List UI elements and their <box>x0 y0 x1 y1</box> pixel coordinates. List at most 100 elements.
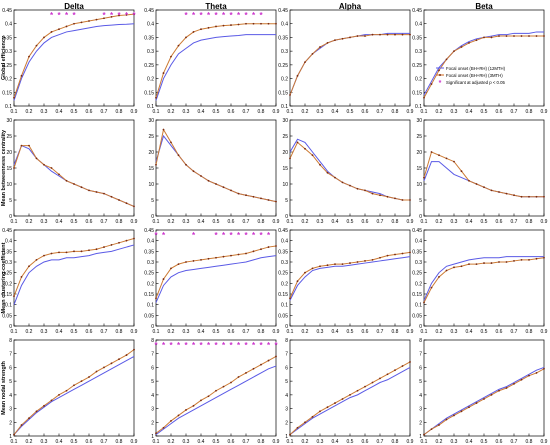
significance-marker: * <box>117 11 121 20</box>
significance-marker: * <box>229 11 233 20</box>
x-tick-label: 0.6 <box>362 329 369 335</box>
significance-marker: * <box>110 11 114 20</box>
x-tick-label: 0.2 <box>168 109 175 115</box>
x-tick-label: 0.5 <box>481 219 488 225</box>
significance-marker: * <box>267 231 271 240</box>
panel-3-3: 123456780.10.20.30.40.50.60.70.80.9Propo… <box>419 338 547 445</box>
series-point-3mth <box>468 406 470 409</box>
panel-0-3: 0.1 0.15 0.2 0.25 0.3 0.35 0.4 0.45 0.1 0.2 0.3 0.4… <box>412 2 547 115</box>
series-point-3mth <box>185 409 187 411</box>
x-tick-label: 0.5 <box>213 109 220 115</box>
y-tick-label: 0.2 <box>415 281 422 287</box>
y-tick-label: 0.25 <box>412 271 422 277</box>
series-point-3mth <box>311 154 314 157</box>
series-point-3mth <box>73 183 75 185</box>
x-tick-label: 0.6 <box>496 109 503 115</box>
y-tick-label: 4 <box>9 393 12 399</box>
y-tick-label: 5 <box>285 379 288 385</box>
series-point-3mth <box>528 195 530 198</box>
series-point-3mth <box>453 50 455 53</box>
x-tick-label: 0.9 <box>131 329 138 335</box>
series-point-3mth <box>430 151 433 153</box>
series-point-3mth <box>185 261 187 263</box>
x-tick-label: 0.7 <box>101 329 108 335</box>
series-point-3mth <box>364 260 366 262</box>
series-point-3mth <box>35 157 38 160</box>
significance-marker: * <box>154 341 158 350</box>
y-tick-label: 1 <box>419 434 422 440</box>
x-tick-label: 0.7 <box>377 219 384 225</box>
series-point-3mth <box>230 24 232 26</box>
series-point-3mth <box>334 39 336 42</box>
series-point-3mth <box>155 297 157 300</box>
x-tick-label: 0.1 <box>421 439 428 445</box>
x-tick-label: 0.4 <box>198 109 205 115</box>
legend-label: Significant at adjusted p < 0.05 <box>446 80 505 85</box>
series-point-3mth <box>445 269 448 272</box>
y-tick-label: 0.4 <box>281 22 288 28</box>
x-tick-label: 0.5 <box>71 329 78 335</box>
y-tick-label: 0 <box>285 324 288 330</box>
series-point-3mth <box>260 197 262 200</box>
series-point-3mth <box>65 251 68 254</box>
y-tick-label: 3 <box>9 407 12 413</box>
panel-0-1: 0.1 0.15 0.2 0.25 0.3 0.35 0.4 0.45 0.1 0.2 0.3 0.4… <box>144 2 279 115</box>
series-point-3mth <box>341 37 344 40</box>
series-point-3mth <box>430 428 433 431</box>
series-point-3mth <box>334 263 336 266</box>
y-tick-label: 0.25 <box>278 271 288 277</box>
y-tick-label: 0.2 <box>5 281 12 287</box>
y-tick-label: 5 <box>419 198 422 204</box>
significance-marker: * <box>199 341 203 350</box>
y-tick-label: 0 <box>151 214 154 220</box>
y-tick-label: 0.1 <box>147 104 154 110</box>
x-tick-label: 0.3 <box>317 219 324 225</box>
y-tick-label: 0.1 <box>5 104 12 110</box>
series-point-3mth <box>289 157 291 160</box>
series-point-3mth <box>177 154 180 157</box>
series-point-3mth <box>192 260 195 262</box>
series-point-3mth <box>371 33 374 36</box>
series-point-3mth <box>371 381 374 384</box>
x-tick-label: 0.2 <box>302 219 309 225</box>
y-tick-label: 0.05 <box>412 313 422 319</box>
series-point-3mth <box>453 414 455 417</box>
series-point-3mth <box>43 36 45 39</box>
series-point-3mth <box>200 258 202 261</box>
x-tick-label: 0.7 <box>377 329 384 335</box>
x-tick-label: 0.5 <box>481 109 488 115</box>
x-tick-label: 0.8 <box>526 109 533 115</box>
series-point-3mth <box>326 42 329 44</box>
series-point-3mth <box>230 189 232 192</box>
x-tick-label: 0.3 <box>451 219 458 225</box>
series-point-3mth <box>296 280 299 283</box>
x-tick-label: 0.9 <box>273 329 280 335</box>
series-point-3mth <box>118 199 120 201</box>
series-point-3mth <box>103 246 105 248</box>
y-tick-label: 0.25 <box>2 271 12 277</box>
series-point-3mth <box>326 264 329 267</box>
x-tick-label: 0.2 <box>26 219 33 225</box>
y-tick-label: 0.1 <box>5 303 12 309</box>
series-point-3mth <box>364 35 366 37</box>
x-tick-label: 0.3 <box>183 329 190 335</box>
x-tick-label: 0.3 <box>41 329 48 335</box>
series-point-3mth <box>73 250 75 253</box>
x-tick-label: 0.4 <box>332 109 339 115</box>
series-point-3mth <box>50 167 53 169</box>
x-tick-label: 0.8 <box>116 439 123 445</box>
y-tick-label: 2 <box>151 420 154 426</box>
significance-marker: * <box>162 341 166 350</box>
y-tick-label: 0.3 <box>147 49 154 55</box>
significance-marker: * <box>252 11 256 20</box>
y-tick-label: 0 <box>419 214 422 220</box>
series-point-3mth <box>296 74 299 77</box>
legend-label: Focal onset (BH+RH) (12MTH) <box>446 66 506 71</box>
x-tick-label: 0.9 <box>273 439 280 445</box>
x-tick-label: 0.2 <box>26 109 33 115</box>
series-point-3mth <box>88 189 90 192</box>
series-line-12mth <box>423 161 544 198</box>
axes-frame <box>13 229 135 327</box>
y-tick-label: 0 <box>9 324 12 330</box>
series-line-12mth <box>13 23 135 101</box>
